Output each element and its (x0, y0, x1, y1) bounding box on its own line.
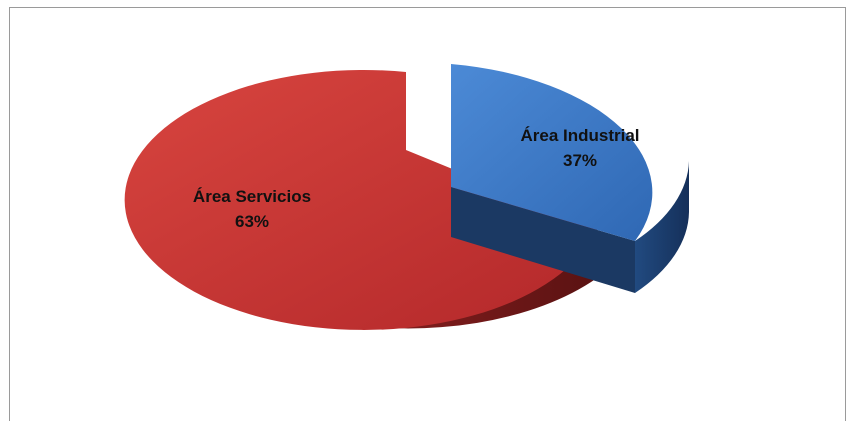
pie-slice-servicios-top (124, 69, 597, 330)
pie-slice-industrial-top (451, 64, 653, 241)
label-industrial-percent: 37% (563, 151, 597, 170)
label-servicios-percent: 63% (235, 212, 269, 231)
pie-slice-industrial (451, 64, 689, 293)
pie-slice-industrial-side-right (635, 161, 689, 293)
pie-slice-industrial-side-cut (451, 187, 635, 293)
label-servicios-name: Área Servicios (193, 187, 311, 206)
label-industrial-name: Área Industrial (520, 126, 639, 145)
pie-slice-servicios (124, 69, 597, 330)
